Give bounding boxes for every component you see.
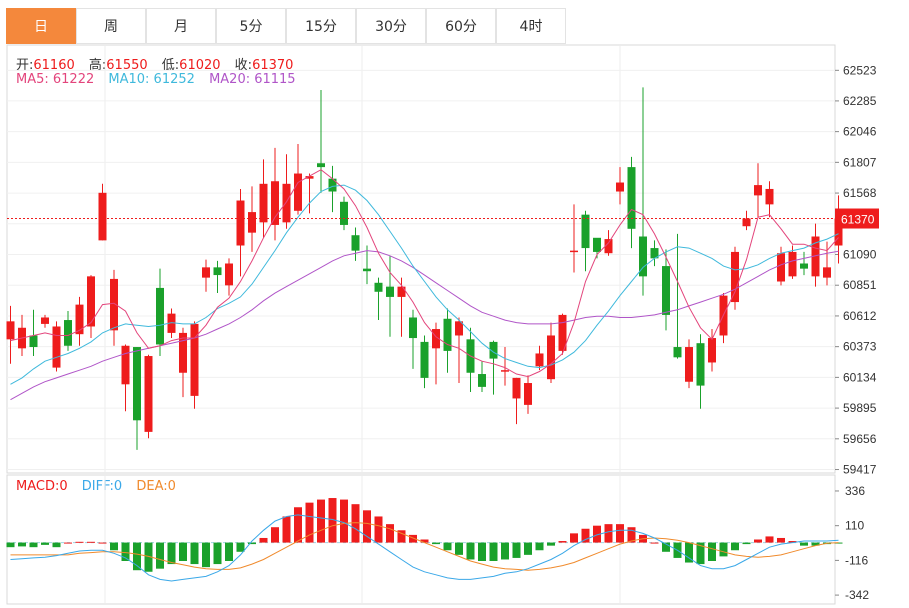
high-legend: 高:61550 bbox=[89, 58, 148, 73]
low-value: 61020 bbox=[179, 58, 221, 73]
tab-month[interactable]: 月 bbox=[146, 8, 216, 44]
tab-15min[interactable]: 15分 bbox=[286, 8, 356, 44]
ma20-legend: MA20: 61115 bbox=[209, 72, 296, 87]
close-legend: 收:61370 bbox=[235, 58, 294, 73]
tab-5min[interactable]: 5分 bbox=[216, 8, 286, 44]
tab-week[interactable]: 周 bbox=[76, 8, 146, 44]
macd-legend-dea: DEA:0 bbox=[136, 479, 176, 494]
ma5-legend: MA5: 61222 bbox=[16, 72, 95, 87]
ohlc-legend: 开:61160 高:61550 低:61020 收:61370 bbox=[16, 54, 303, 73]
close-value: 61370 bbox=[252, 58, 294, 73]
open-label: 开: bbox=[16, 58, 34, 73]
chart-area: 开:61160 高:61550 低:61020 收:61370 MA5: 612… bbox=[0, 45, 909, 608]
tab-60min[interactable]: 60分 bbox=[426, 8, 496, 44]
open-value: 61160 bbox=[33, 58, 75, 73]
open-legend: 开:61160 bbox=[16, 58, 75, 73]
low-label: 低: bbox=[161, 58, 180, 73]
tab-30min[interactable]: 30分 bbox=[356, 8, 426, 44]
ma10-legend: MA10: 61252 bbox=[108, 72, 195, 87]
macd-legend: MACD:0 DIFF:0 DEA:0 bbox=[16, 479, 186, 494]
macd-legend-macd: MACD:0 bbox=[16, 479, 68, 494]
ma-legend: MA5: 61222 MA10: 61252 MA20: 61115 bbox=[16, 72, 306, 87]
close-label: 收: bbox=[234, 58, 253, 73]
high-value: 61550 bbox=[106, 58, 148, 73]
macd-legend-diff: DIFF:0 bbox=[81, 479, 123, 494]
low-legend: 低:61020 bbox=[162, 58, 221, 73]
period-tab-bar: 日周月 5分 15分 30分 60分 4时 bbox=[0, 0, 909, 45]
tab-4hour[interactable]: 4时 bbox=[496, 8, 566, 44]
high-label: 高: bbox=[88, 58, 107, 73]
tab-day[interactable]: 日 bbox=[6, 8, 76, 44]
